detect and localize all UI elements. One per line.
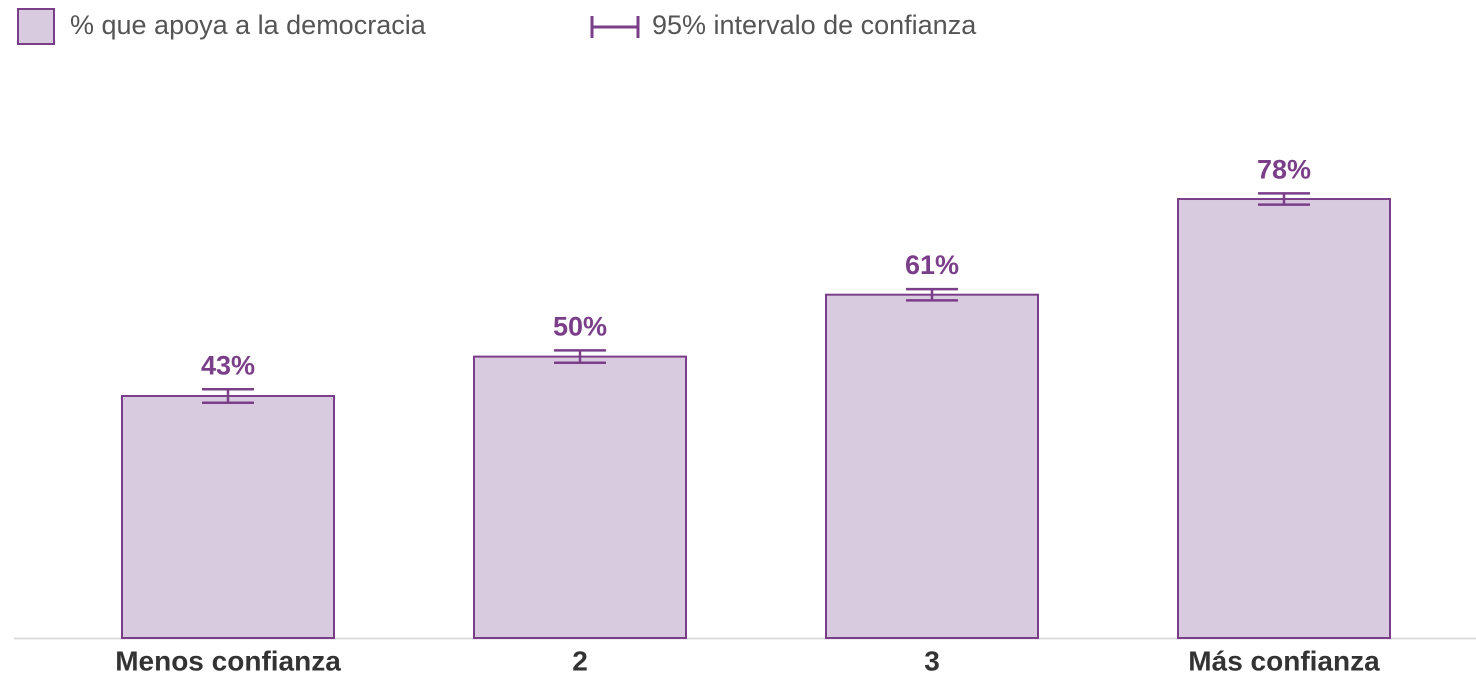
legend-error-icon [590,16,640,38]
value-label: 50% [553,312,607,342]
legend-label: % que apoya a la democracia [70,10,427,40]
bar [1177,198,1391,640]
x-tick-label: Menos confianza [115,645,341,676]
error-bar [906,287,958,302]
error-bar [554,349,606,365]
legend-error-label: 95% intervalo de confianza [652,10,977,40]
value-label: 61% [905,250,959,280]
x-tick-label: 2 [572,645,588,676]
bar [473,355,687,639]
error-bar [1258,192,1310,206]
legend-swatch [17,8,55,45]
x-tick-label: Más confianza [1188,645,1380,676]
error-bar [202,387,254,404]
value-label: 78% [1257,155,1311,185]
bar [121,394,335,639]
bar [825,293,1039,639]
value-label: 43% [201,350,255,380]
x-tick-label: 3 [924,645,940,676]
